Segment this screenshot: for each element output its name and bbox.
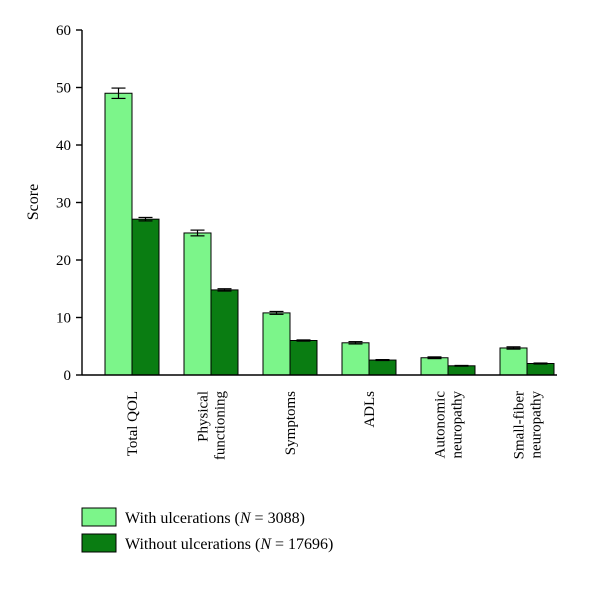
- x-tick-label: Physical functioning: [196, 391, 229, 461]
- y-tick-label: 20: [56, 253, 71, 269]
- legend-label: With ulcerations (N = 3088): [125, 510, 305, 527]
- x-tick-label-line: Small-fiber: [512, 391, 528, 459]
- x-tick-label: Autonomic neuropathy: [433, 391, 466, 459]
- legend-label-suffix: = 3088): [251, 510, 305, 527]
- bar: [104, 92, 133, 376]
- legend: With ulcerations (N = 3088)Without ulcer…: [81, 507, 333, 553]
- x-tick-label: ADLs: [362, 391, 378, 428]
- legend-label: Without ulcerations (N = 17696): [125, 536, 333, 553]
- category-labels: Total QOL Physical functioning Symptoms ADLs…: [125, 391, 545, 461]
- legend-swatch: [81, 507, 117, 527]
- y-axis-label: Score: [25, 184, 42, 220]
- y-tick-label: 30: [56, 196, 71, 212]
- y-tick-label: 10: [56, 311, 71, 327]
- x-tick-label-line: ADLs: [362, 391, 378, 428]
- x-tick-label-line: Total QOL: [125, 391, 141, 456]
- bar: [341, 342, 370, 376]
- x-tick-label: Symptoms: [283, 391, 299, 455]
- bar: [262, 312, 291, 376]
- legend-label-prefix: Without ulcerations (: [125, 536, 260, 553]
- bar: [420, 357, 449, 376]
- x-tick-label: Small-fiber neuropathy: [512, 391, 545, 460]
- x-tick-label: Total QOL: [125, 391, 141, 456]
- x-tick-label-line: Autonomic: [433, 391, 449, 459]
- x-tick-label-line: Symptoms: [283, 391, 299, 455]
- y-axis: 0 10 20 30 40 50 60: [56, 23, 83, 384]
- bar: [368, 359, 397, 376]
- legend-label-variable: N: [239, 510, 252, 527]
- bars: [104, 87, 555, 376]
- legend-label-prefix: With ulcerations (: [125, 510, 240, 527]
- legend-label-suffix: = 17696): [271, 536, 333, 553]
- y-tick-label: 50: [56, 81, 71, 97]
- legend-swatch: [81, 533, 117, 553]
- x-tick-label-line: Physical: [196, 391, 212, 442]
- y-tick-label: 0: [64, 368, 72, 384]
- y-tick-label: 40: [56, 138, 71, 154]
- bar: [499, 347, 528, 376]
- x-tick-label-line: functioning: [213, 391, 229, 461]
- x-tick-label-line: neuropathy: [529, 391, 545, 459]
- bar: [447, 365, 476, 376]
- bar: [526, 363, 555, 376]
- legend-label-variable: N: [259, 536, 272, 553]
- bar: [289, 340, 318, 376]
- bar: [210, 289, 239, 376]
- y-tick-label: 60: [56, 23, 71, 39]
- bar: [131, 218, 160, 376]
- bar: [183, 232, 212, 376]
- x-tick-label-line: neuropathy: [450, 391, 466, 459]
